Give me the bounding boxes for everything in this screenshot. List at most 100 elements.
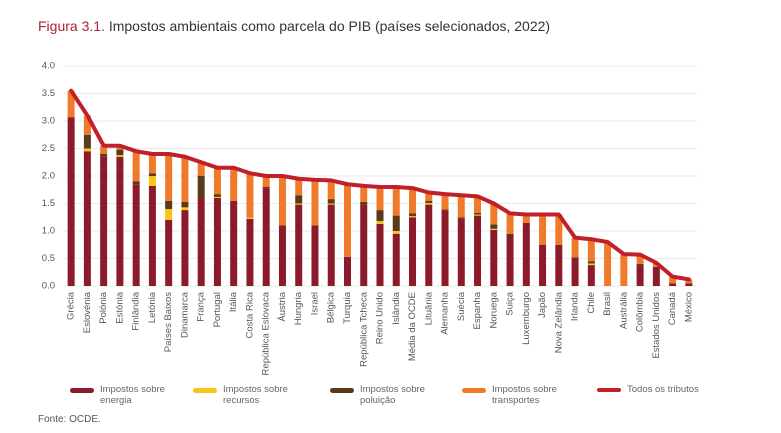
bar-segment: [100, 156, 108, 286]
bar-segment: [246, 217, 254, 219]
legend-label: Impostos sobre recursos: [223, 384, 288, 406]
bar-segment: [295, 195, 303, 204]
bar-segment: [327, 204, 335, 286]
bar-segment: [620, 254, 628, 286]
y-tick-label: 2.0: [42, 171, 55, 182]
bar-segment: [295, 178, 303, 196]
x-tick-label: Austrália: [618, 291, 629, 329]
bar-segment: [165, 220, 173, 286]
x-tick-label: Dinamarca: [179, 291, 190, 338]
bar-segment: [506, 233, 514, 237]
bar-segment: [539, 214, 547, 245]
bar-segment: [165, 209, 173, 220]
bar-segment: [311, 179, 319, 226]
y-tick-label: 1.0: [42, 226, 55, 237]
x-tick-label: Brasil: [602, 292, 613, 316]
bar-segment: [181, 201, 189, 208]
x-tick-label: Estónia: [114, 291, 125, 323]
bar-segment: [685, 283, 693, 286]
bar-segment: [457, 218, 465, 286]
bar-segment: [278, 176, 286, 226]
x-tick-label: Grécia: [66, 291, 77, 320]
legend-swatch: [330, 388, 354, 393]
bar-segment: [669, 283, 677, 286]
bar-segment: [539, 244, 547, 286]
bar-segment: [132, 181, 140, 185]
bar-segment: [392, 187, 400, 216]
bar-segment: [360, 201, 368, 205]
figure-label: Figura 3.1.: [38, 18, 105, 34]
x-tick-label: México: [683, 292, 694, 322]
legend-swatch: [70, 388, 94, 393]
bar-segment: [392, 215, 400, 231]
bar-segment: [100, 145, 108, 154]
bar-segment: [132, 184, 140, 286]
bar-segment: [67, 90, 75, 118]
x-tick-label: Estados Unidos: [651, 292, 662, 359]
x-tick-label: Áustria: [277, 291, 288, 321]
bar-segment: [343, 184, 351, 257]
bar-segment: [165, 154, 173, 201]
bar-segment: [116, 149, 124, 156]
x-tick-label: Finlândia: [131, 291, 142, 330]
bar-segment: [343, 256, 351, 286]
bar-segment: [376, 210, 384, 222]
bar-segment: [457, 217, 465, 219]
bar-segment: [213, 196, 221, 198]
bar-segment: [116, 155, 124, 157]
bar-segment: [83, 148, 91, 152]
legend-label: Impostos sobre poluição: [360, 384, 425, 406]
bar-segment: [474, 214, 482, 216]
bar-segment: [425, 202, 433, 205]
bar-segment: [376, 187, 384, 211]
x-tick-label: Turquia: [342, 291, 353, 324]
y-tick-label: 1.5: [42, 198, 55, 209]
legend-item: Impostos sobre energia: [70, 384, 178, 406]
bar-segment: [636, 264, 644, 266]
bar-segment: [441, 194, 449, 210]
legend-swatch: [597, 388, 621, 392]
bar-segment: [148, 176, 156, 186]
legend-item: Impostos sobre transportes: [462, 384, 570, 406]
bar-segment: [295, 204, 303, 286]
chart: 0.0 0.5 1.0 1.5 2.0 2.5 3.0 3.5 4.0 Grécia Eslovén…: [42, 61, 697, 375]
bar-segment: [83, 115, 91, 135]
bar-segment: [425, 192, 433, 201]
x-tick-label: Letónia: [147, 291, 158, 323]
bar-segment: [555, 214, 563, 245]
y-tick-label: 0.5: [42, 253, 55, 264]
bar-segment: [587, 261, 595, 264]
bar-segment: [83, 134, 91, 149]
bar-segment: [327, 203, 335, 205]
bar-segment: [636, 265, 644, 286]
x-tick-label: Portugal: [212, 292, 223, 327]
legend-item: Impostos sobre recursos: [193, 384, 301, 406]
bar-segment: [100, 154, 108, 157]
x-tick-label: Canadá: [667, 291, 678, 325]
x-tick-label: Itália: [228, 291, 239, 312]
bar-segment: [181, 207, 189, 211]
bar-segment: [587, 263, 595, 266]
x-tick-label: Suécia: [456, 291, 467, 321]
bar-segment: [571, 257, 579, 286]
bar-segment: [522, 214, 530, 223]
bar-segment: [360, 204, 368, 286]
bar-segment: [230, 167, 238, 201]
bar-segment: [490, 229, 498, 286]
bar-segment: [474, 212, 482, 215]
x-tick-label: Nova Zelândia: [553, 291, 564, 353]
bar-segment: [295, 203, 303, 205]
legend-item: Todos os tributos: [597, 384, 705, 395]
bar-segment: [165, 200, 173, 209]
bar-segment: [132, 151, 140, 182]
total-line: [69, 88, 691, 282]
bar-segment: [490, 228, 498, 230]
x-tick-label: Reino Unido: [375, 292, 386, 344]
x-tick-label: Polónia: [98, 291, 109, 323]
x-tick-label: Países Baixos: [163, 292, 174, 352]
bar-segment: [262, 176, 270, 187]
y-tick-label: 3.0: [42, 116, 55, 127]
bar-segment: [441, 209, 449, 211]
bar-segment: [669, 276, 677, 284]
